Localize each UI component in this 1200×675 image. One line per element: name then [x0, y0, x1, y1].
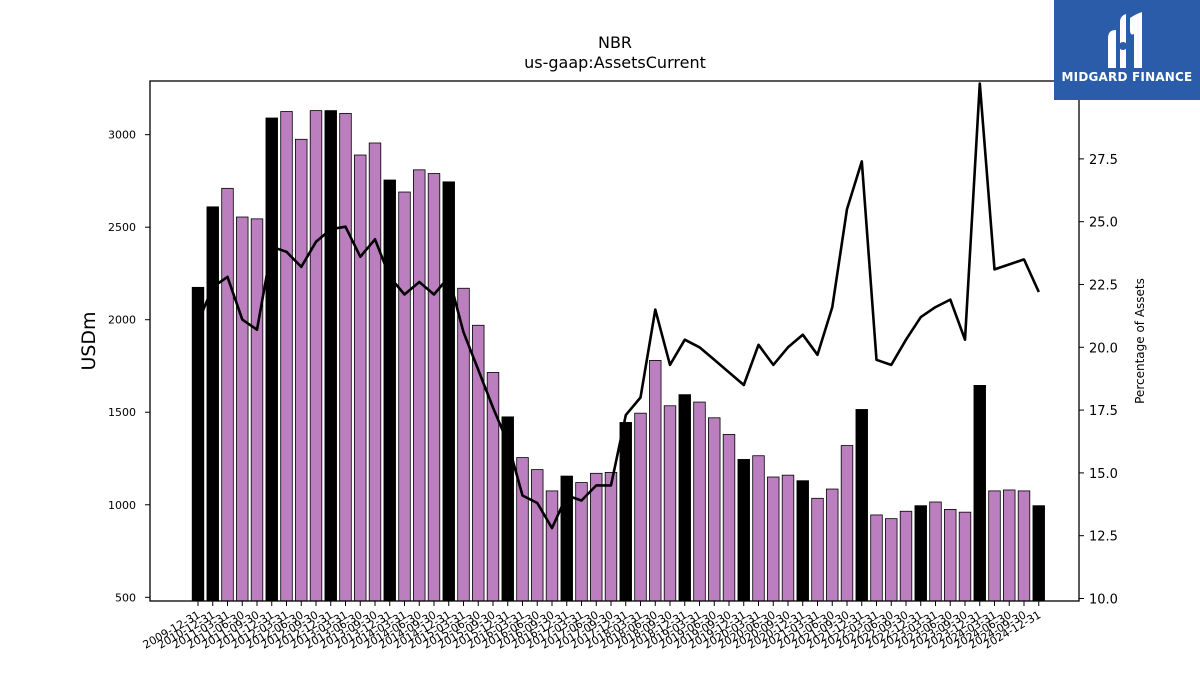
bar [413, 169, 426, 602]
bar [398, 191, 411, 602]
bar [722, 434, 736, 602]
y2-tick-label: 17.5 [1089, 404, 1118, 419]
brand-logo: MIDGARD FINANCE [1054, 0, 1200, 100]
y-axis-label: USDm [78, 311, 100, 370]
y2-tick-label: 27.5 [1089, 153, 1118, 168]
y-axis-right: 10.0 12.5 15.0 17.5 20.0 22.5 25.0 27.5 [1079, 153, 1118, 607]
y2-tick-label: 15.0 [1089, 467, 1118, 482]
y2-tick-label: 22.5 [1089, 278, 1118, 293]
bar [634, 412, 647, 602]
bar [914, 505, 927, 602]
bar [708, 417, 721, 602]
bar [752, 455, 765, 602]
bar [870, 514, 883, 602]
bar [545, 490, 559, 602]
bar [280, 111, 293, 602]
bar [354, 154, 367, 602]
bar [604, 471, 618, 602]
y2-axis-label: Percentage of Assets [1133, 278, 1147, 404]
bar [265, 117, 278, 602]
bar [442, 181, 455, 602]
bar [737, 459, 750, 602]
y2-tick-label: 25.0 [1089, 216, 1118, 231]
bar [590, 472, 603, 602]
bar [796, 480, 809, 602]
plot-frame [149, 80, 1080, 602]
y-tick-label: 500 [115, 591, 136, 604]
bar [221, 187, 234, 602]
logo-text: MIDGARD FINANCE [1061, 70, 1193, 84]
bar [236, 216, 249, 602]
bar [767, 476, 780, 602]
bar [649, 360, 662, 602]
bars-group [191, 110, 1045, 602]
bar [1003, 489, 1016, 602]
y-tick-label: 1000 [108, 499, 136, 512]
chart-title: NBR [598, 33, 632, 52]
bar [929, 501, 942, 602]
bar [1032, 505, 1045, 602]
pct-line-group [196, 82, 1040, 530]
y2-tick-label: 20.0 [1089, 341, 1118, 356]
bar [427, 173, 441, 602]
bar [309, 110, 323, 602]
bar [944, 508, 957, 602]
y2-tick-label: 12.5 [1089, 530, 1118, 545]
bar [324, 110, 337, 602]
y-tick-label: 2000 [108, 314, 136, 327]
bar [619, 422, 632, 602]
y2-tick-label: 10.0 [1089, 592, 1118, 607]
bar [368, 142, 382, 602]
bar [191, 286, 205, 602]
x-axis: 2009-12-312010-12-312011-03-312011-06-30… [141, 601, 1043, 652]
y-tick-label: 1500 [108, 406, 136, 419]
y-tick-label: 2500 [108, 221, 136, 234]
bar [899, 510, 913, 602]
bar [958, 511, 972, 602]
chart-subtitle: us-gaap:AssetsCurrent [524, 53, 706, 72]
y-tick-label: 3000 [108, 129, 136, 142]
bar [781, 474, 795, 602]
bar [206, 206, 219, 602]
pct-line [196, 82, 1040, 530]
bar [811, 497, 824, 602]
bar [678, 394, 691, 602]
bar [973, 385, 986, 602]
midgard-logo-icon [1108, 12, 1142, 68]
bar [885, 518, 898, 602]
bar [383, 179, 396, 602]
bar [250, 218, 264, 602]
bar [988, 490, 1001, 602]
bar [840, 445, 854, 602]
y-axis-left: 500 1000 1500 2000 2500 3000 [108, 129, 150, 604]
bar [663, 405, 677, 602]
bar [295, 138, 308, 602]
bar [855, 409, 868, 602]
bar [531, 469, 544, 602]
bar [1017, 490, 1031, 602]
bar [693, 401, 706, 602]
bar [826, 488, 839, 602]
bar [339, 112, 352, 602]
